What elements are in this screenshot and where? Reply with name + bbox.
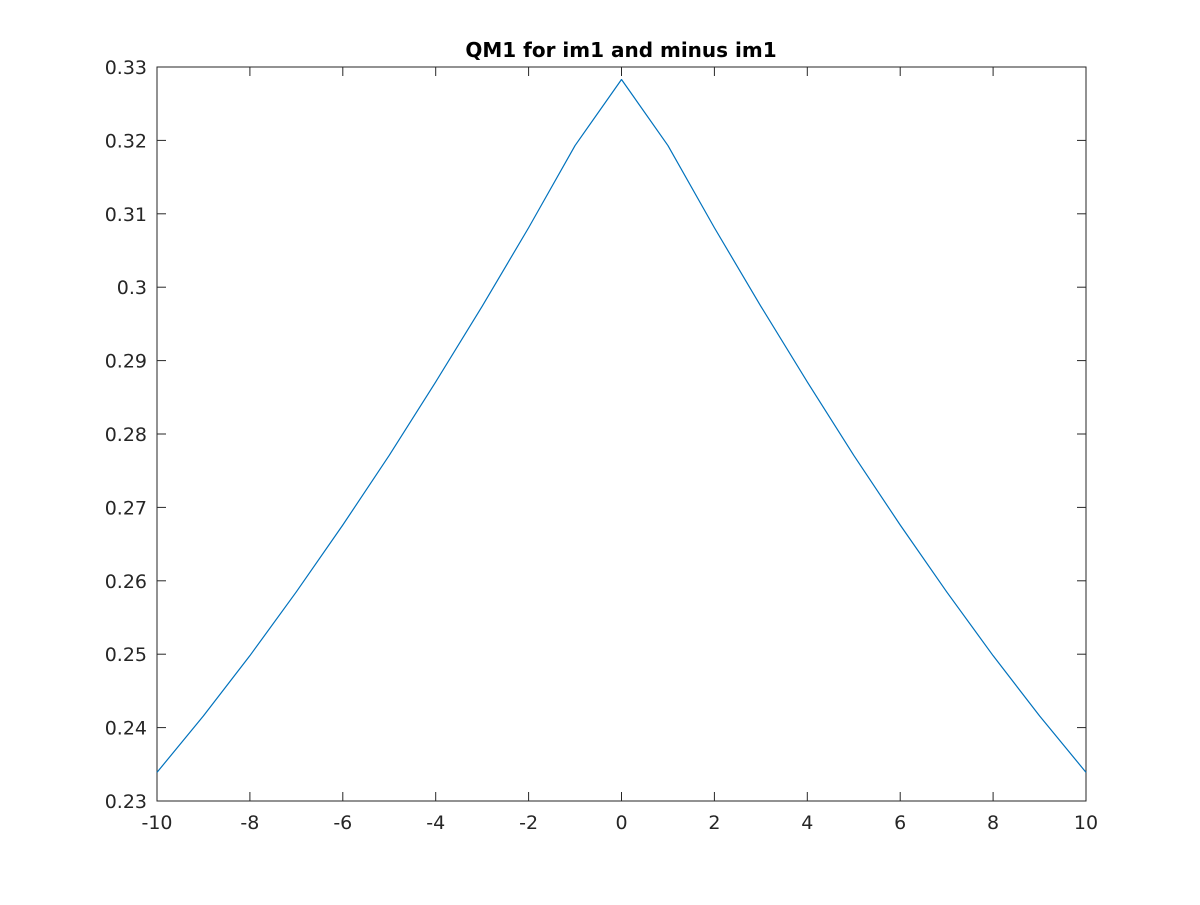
y-tick-label: 0.32 bbox=[105, 130, 147, 152]
plot-area: -10 -8 -6 -4 -2 0 2 4 6 8 10 0.23 0.24 0.25 0.26 0.27 0.… bbox=[105, 57, 1098, 834]
axes-box bbox=[156, 66, 1087, 802]
x-tick-label: 4 bbox=[801, 812, 813, 834]
y-tick-label: 0.26 bbox=[105, 571, 147, 593]
x-tick-label: -10 bbox=[141, 812, 172, 834]
x-tick-label: 2 bbox=[708, 812, 720, 834]
y-tick-label: 0.31 bbox=[105, 204, 147, 226]
x-tick-label: -6 bbox=[333, 812, 352, 834]
y-tick-label: 0.25 bbox=[105, 644, 147, 666]
y-tick-label: 0.23 bbox=[105, 791, 147, 813]
x-tick-label: -4 bbox=[426, 812, 445, 834]
series-line bbox=[156, 78, 1087, 773]
x-tick-label: 6 bbox=[894, 812, 906, 834]
y-tick-label: 0.28 bbox=[105, 424, 147, 446]
x-tick-label: -2 bbox=[519, 812, 538, 834]
y-tick-label: 0.33 bbox=[105, 57, 147, 79]
y-tick-label: 0.24 bbox=[105, 718, 147, 740]
x-tick-label: 0 bbox=[615, 812, 627, 834]
x-tick-label: -8 bbox=[240, 812, 259, 834]
y-tick-label: 0.29 bbox=[105, 351, 147, 373]
y-tick-label: 0.3 bbox=[117, 277, 147, 299]
x-tick-label: 10 bbox=[1074, 812, 1098, 834]
y-tick-label: 0.27 bbox=[105, 497, 147, 519]
x-tick-label: 8 bbox=[987, 812, 999, 834]
chart-title: QM1 for im1 and minus im1 bbox=[465, 38, 776, 62]
